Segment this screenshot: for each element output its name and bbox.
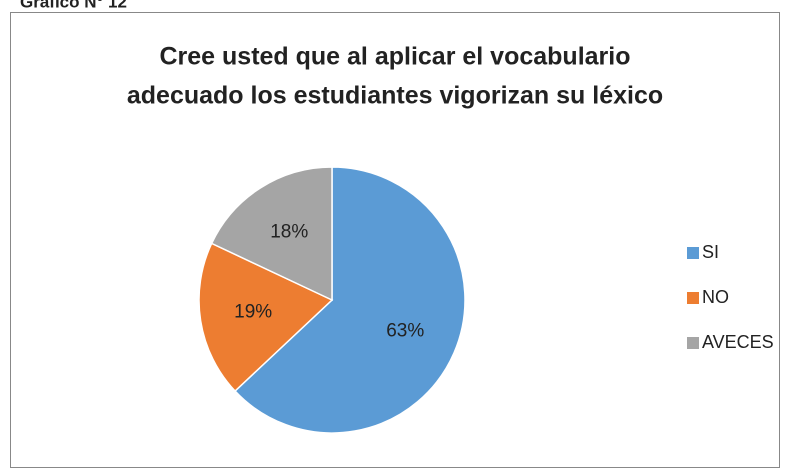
legend-label: NO bbox=[702, 287, 729, 307]
chart-title: Cree usted que al aplicar el vocabulario bbox=[159, 43, 630, 71]
data-label: 63% bbox=[386, 321, 424, 342]
legend-swatch bbox=[687, 292, 699, 304]
chart-title: adecuado los estudiantes vigorizan su lé… bbox=[127, 82, 663, 110]
legend-swatch bbox=[687, 337, 699, 349]
data-label: 18% bbox=[270, 222, 308, 243]
heading: Gráfico N° 12 bbox=[20, 0, 127, 11]
legend-label: AVECES bbox=[702, 332, 774, 352]
legend-label: SI bbox=[702, 242, 719, 262]
pie-slice bbox=[233, 166, 466, 434]
pie-slice bbox=[198, 242, 334, 393]
data-label: 19% bbox=[234, 301, 272, 322]
pie-slice bbox=[210, 166, 333, 302]
legend-swatch bbox=[687, 247, 699, 259]
